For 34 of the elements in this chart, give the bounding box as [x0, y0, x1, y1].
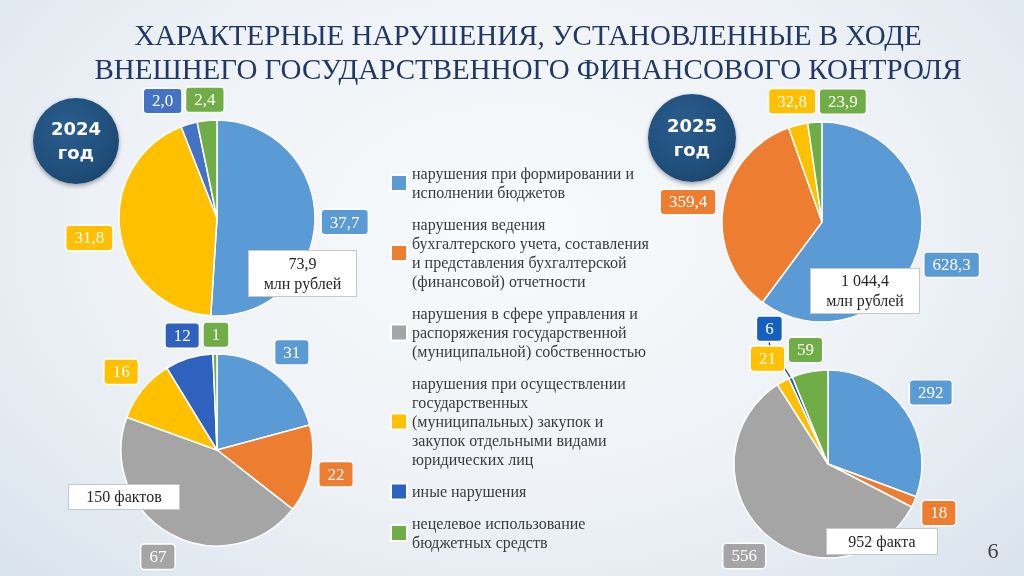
data-label: 18	[930, 503, 948, 523]
legend-label: иные нарушения	[412, 483, 527, 501]
text: 73,9 млн рублей	[248, 250, 357, 297]
data-label: 6	[765, 319, 774, 339]
text: 952 факта	[826, 528, 938, 555]
data-label: 2,0	[152, 91, 174, 111]
data-label: 31,8	[74, 228, 105, 248]
data-label: 59	[797, 340, 815, 360]
text: 150 фактов	[68, 484, 180, 510]
legend-label: нарушения в сфере управления и распоряжения государственной (муниципальной) собственностью	[412, 305, 647, 361]
data-label: 12	[173, 326, 191, 346]
text: 1 044,4 млн рублей	[810, 268, 920, 314]
data-label: 292	[918, 383, 944, 403]
data-label: 67	[149, 547, 167, 567]
data-label: 37,7	[329, 212, 361, 232]
text: ХАРАКТЕРНЫЕ НАРУШЕНИЯ, УСТАНОВЛЕННЫЕ В ХОДЕ ВНЕШНЕГО ГОСУДАРСТВЕННОГО ФИНАНСОВОГО КОНТРОЛЯ	[93, 18, 963, 86]
legend-label: нарушения ведения бухгалтерского учета, составления и представления бухгалтерской (финансовой) отчетности	[412, 216, 650, 291]
legend-label: нецелевое использование бюджетных средств	[412, 515, 586, 552]
data-label: 628,3	[932, 255, 971, 275]
badge-circle: 2025 год	[648, 94, 736, 182]
legend-label: нарушения при формировании и исполнении бюджетов	[412, 165, 635, 202]
data-label: 22	[327, 464, 345, 484]
data-label: 1	[211, 325, 221, 345]
data-label: 359,4	[668, 192, 708, 212]
text: 6	[986, 537, 1000, 565]
data-label: 32,8	[777, 91, 807, 111]
data-label: 2,4	[194, 90, 217, 110]
legend-label: нарушения при осуществлении государственных (муниципальных) закупок и закупок отдельными видами юридических лиц	[412, 375, 627, 469]
data-label: 556	[731, 546, 757, 566]
data-label: 23,9	[828, 92, 858, 112]
badge-circle: 2024 год	[33, 98, 119, 184]
data-label: 31	[283, 342, 301, 362]
data-label: 21	[759, 349, 777, 369]
data-label: 16	[112, 362, 130, 382]
